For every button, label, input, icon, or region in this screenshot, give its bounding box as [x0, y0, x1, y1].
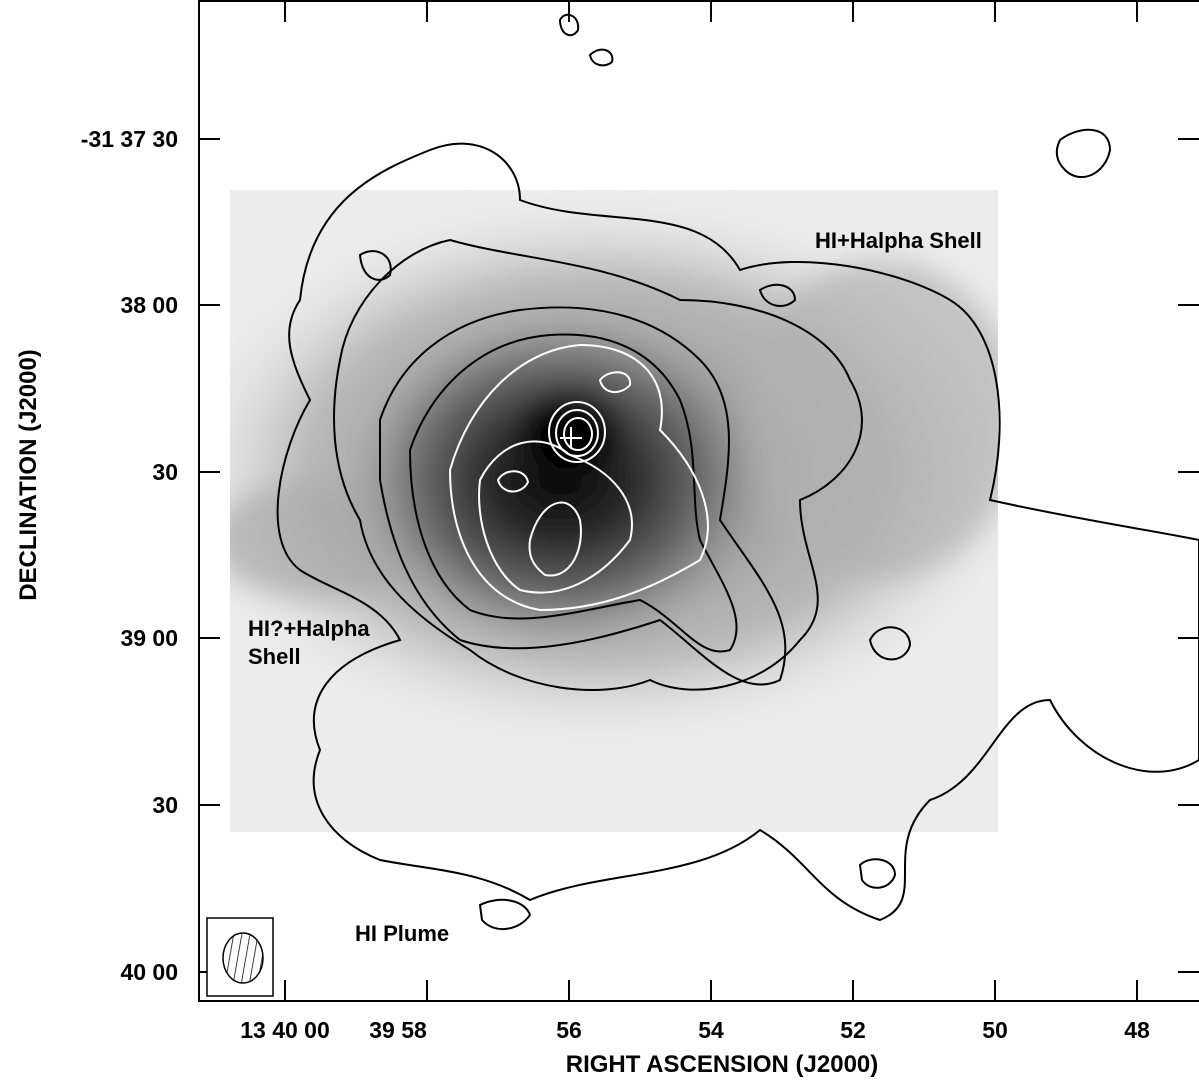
y-tick-label: 40 00 — [120, 959, 178, 985]
annotation: HI Plume — [355, 921, 449, 946]
x-tick-label: 50 — [982, 1017, 1008, 1043]
x-tick-label: 48 — [1124, 1017, 1150, 1043]
x-tick-label: 13 40 00 — [240, 1017, 330, 1043]
annotation: HI+Halpha Shell — [815, 228, 982, 253]
x-tick-label: 56 — [556, 1017, 582, 1043]
x-axis-label: RIGHT ASCENSION (J2000) — [566, 1051, 879, 1078]
x-tick-label: 39 58 — [369, 1017, 427, 1043]
y-axis-label: DECLINATION (J2000) — [15, 349, 42, 601]
y-tick-label: 39 00 — [120, 625, 178, 651]
annotation: Shell — [248, 644, 301, 669]
contours-black — [276, 13, 1199, 930]
y-tick-label: 30 — [152, 459, 178, 485]
annotation: HI?+Halpha — [248, 616, 370, 641]
y-tick-label: 30 — [152, 792, 178, 818]
plot-frame — [198, 0, 1199, 1002]
contours-white — [448, 343, 709, 612]
tick-marks — [199, 1, 1199, 1001]
x-tick-label: 52 — [840, 1017, 866, 1043]
y-tick-label: -31 37 30 — [81, 126, 178, 152]
y-tick-label: 38 00 — [120, 292, 178, 318]
x-tick-label: 54 — [698, 1017, 724, 1043]
grayscale-image — [230, 190, 998, 832]
beam-indicator — [206, 917, 274, 997]
